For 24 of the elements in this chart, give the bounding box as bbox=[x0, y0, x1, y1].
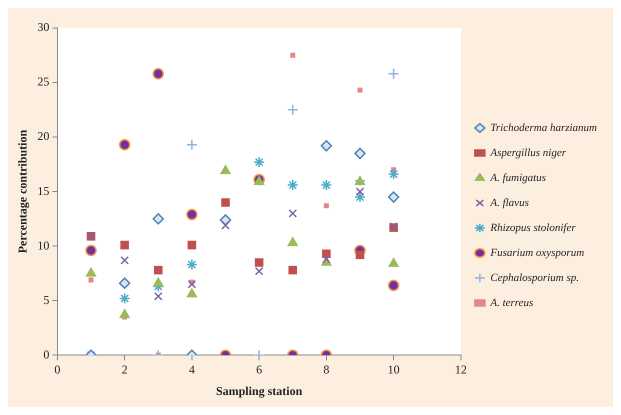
legend-label: Trichoderma harzianum bbox=[490, 122, 598, 134]
legend-label: A. fumigatus bbox=[489, 172, 546, 184]
y-tick-label: 20 bbox=[37, 129, 50, 144]
legend-label: Fusarium oxysporum bbox=[489, 246, 584, 259]
y-axis-title: Percentage contribution bbox=[15, 130, 30, 254]
x-tick-label: 6 bbox=[256, 362, 262, 377]
x-tick-label: 10 bbox=[388, 362, 400, 377]
y-tick-label: 30 bbox=[37, 20, 50, 34]
x-axis-title: Sampling station bbox=[216, 384, 303, 398]
y-tick-label: 10 bbox=[37, 238, 50, 252]
legend-label: Aspergillus niger bbox=[489, 146, 567, 159]
y-tick-label: 25 bbox=[37, 74, 50, 89]
x-tick-label: 0 bbox=[54, 362, 60, 377]
y-tick-label: 0 bbox=[43, 347, 50, 362]
y-tick-label: 15 bbox=[37, 184, 50, 198]
y-tick-label: 5 bbox=[43, 292, 50, 307]
x-tick-label: 8 bbox=[323, 362, 330, 377]
x-tick-label: 2 bbox=[122, 362, 128, 377]
x-tick-label: 4 bbox=[188, 362, 195, 377]
legend-label: Rhizopus stolonifer bbox=[489, 222, 576, 234]
legend-label: A. flavus bbox=[489, 196, 529, 209]
x-tick-label: 12 bbox=[454, 362, 467, 377]
legend-label: Cephalosporium sp. bbox=[490, 272, 579, 284]
legend-label: A. terreus bbox=[489, 296, 534, 309]
